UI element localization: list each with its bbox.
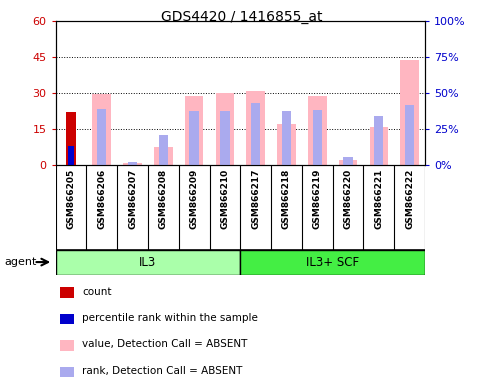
Bar bbox=[60, 367, 74, 377]
Text: GDS4420 / 1416855_at: GDS4420 / 1416855_at bbox=[161, 10, 322, 23]
Bar bbox=[241, 250, 425, 275]
Bar bbox=[220, 111, 229, 165]
Bar bbox=[60, 340, 74, 351]
Bar bbox=[215, 93, 234, 165]
Text: IL3: IL3 bbox=[139, 256, 156, 268]
Text: percentile rank within the sample: percentile rank within the sample bbox=[83, 313, 258, 323]
Text: GSM866210: GSM866210 bbox=[220, 169, 229, 229]
Bar bbox=[60, 287, 74, 298]
Bar bbox=[251, 103, 260, 165]
Text: GSM866206: GSM866206 bbox=[97, 169, 106, 229]
Bar bbox=[400, 60, 419, 165]
Text: GSM866207: GSM866207 bbox=[128, 169, 137, 229]
Bar bbox=[277, 124, 296, 165]
Bar bbox=[159, 135, 168, 165]
Bar bbox=[68, 146, 74, 165]
Bar bbox=[123, 163, 142, 165]
Text: GSM866218: GSM866218 bbox=[282, 169, 291, 229]
Text: GSM866205: GSM866205 bbox=[67, 169, 75, 229]
Text: IL3+ SCF: IL3+ SCF bbox=[306, 256, 359, 268]
Bar bbox=[374, 116, 384, 165]
Text: value, Detection Call = ABSENT: value, Detection Call = ABSENT bbox=[83, 339, 248, 349]
Bar bbox=[128, 162, 137, 165]
Text: GSM866220: GSM866220 bbox=[343, 169, 353, 229]
Text: GSM866217: GSM866217 bbox=[251, 169, 260, 229]
Text: GSM866221: GSM866221 bbox=[374, 169, 384, 229]
Bar bbox=[313, 110, 322, 165]
Bar bbox=[246, 91, 265, 165]
Bar bbox=[185, 96, 203, 165]
Text: GSM866219: GSM866219 bbox=[313, 169, 322, 229]
Text: count: count bbox=[83, 286, 112, 296]
Bar bbox=[92, 94, 111, 165]
Bar bbox=[56, 250, 241, 275]
Text: GSM866208: GSM866208 bbox=[159, 169, 168, 229]
Bar bbox=[97, 109, 106, 165]
Bar bbox=[369, 127, 388, 165]
Bar bbox=[282, 111, 291, 165]
Bar bbox=[405, 105, 414, 165]
Text: GSM866222: GSM866222 bbox=[405, 169, 414, 229]
Bar bbox=[339, 161, 357, 165]
Bar bbox=[189, 111, 199, 165]
Bar bbox=[308, 96, 327, 165]
Bar bbox=[60, 314, 74, 324]
Bar bbox=[343, 157, 353, 165]
Text: GSM866209: GSM866209 bbox=[190, 169, 199, 229]
Bar bbox=[154, 147, 172, 165]
Bar bbox=[66, 112, 76, 165]
Text: rank, Detection Call = ABSENT: rank, Detection Call = ABSENT bbox=[83, 366, 243, 376]
Text: agent: agent bbox=[5, 257, 37, 267]
